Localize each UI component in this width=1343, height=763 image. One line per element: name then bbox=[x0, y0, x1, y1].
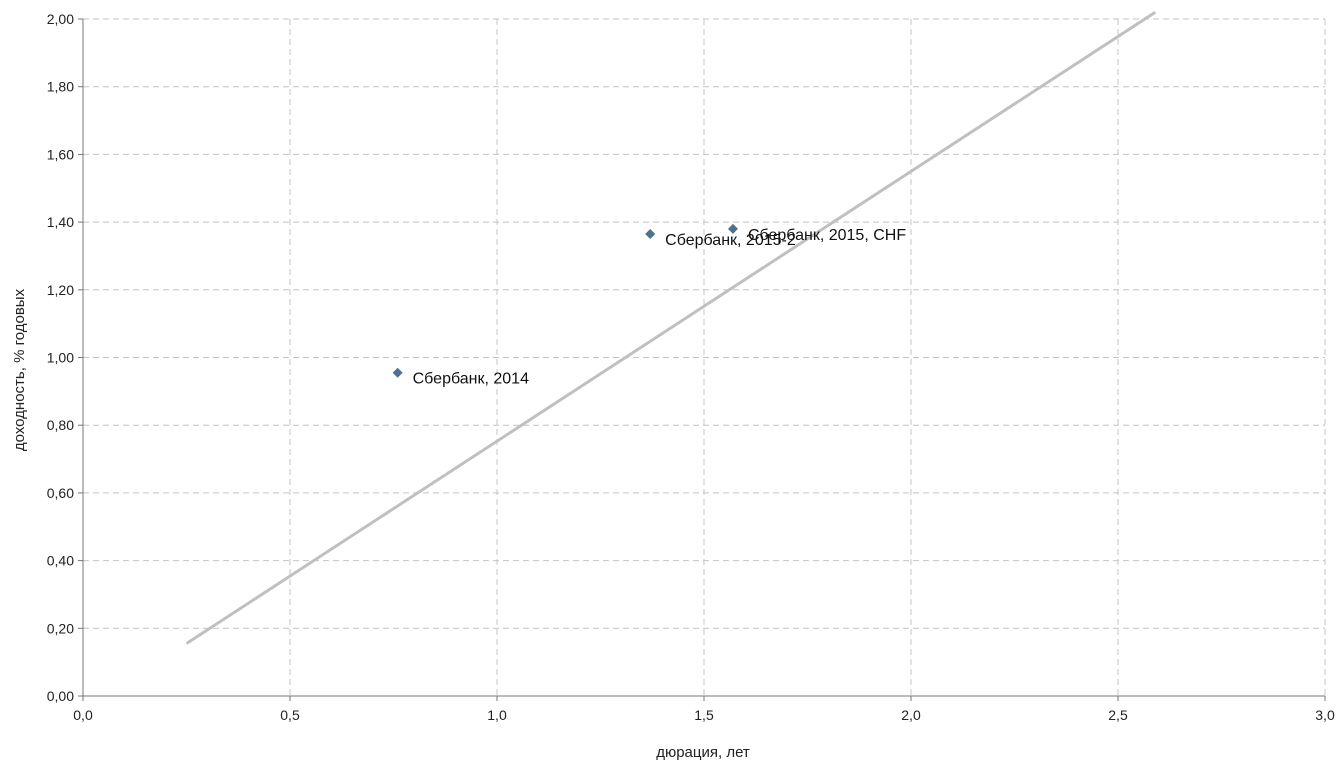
x-tick-labels: 0,0 0,5 1,0 1,5 2,0 2,5 3,0 bbox=[73, 707, 1335, 723]
y-tick-label: 0,00 bbox=[47, 688, 74, 704]
x-tick-label: 3,0 bbox=[1315, 707, 1335, 723]
y-tick-label: 0,20 bbox=[47, 620, 74, 636]
grid bbox=[83, 18, 1326, 696]
data-point-label: Сбербанк, 2014 bbox=[413, 371, 529, 388]
x-tick-label: 0,0 bbox=[73, 707, 93, 723]
y-tick-label: 1,40 bbox=[47, 214, 74, 230]
y-tick-label: 1,20 bbox=[47, 282, 74, 298]
data-point-marker bbox=[392, 367, 403, 378]
y-tick-label: 1,80 bbox=[47, 79, 74, 95]
y-tick-label: 2,00 bbox=[47, 11, 74, 27]
y-tick-label: 0,40 bbox=[47, 553, 74, 569]
point-labels: Сбербанк, 2014 Сбербанк, 2015-2Сбербанк, … bbox=[413, 227, 907, 388]
y-tick-label: 0,60 bbox=[47, 485, 74, 501]
data-point-marker bbox=[645, 228, 656, 239]
data-point-label: Сбербанк, 2015-2 bbox=[665, 232, 796, 249]
y-tick-label: 1,00 bbox=[47, 350, 74, 366]
data-point-label: Сбербанк, 2015, CHF bbox=[748, 227, 906, 244]
data-points bbox=[392, 223, 738, 378]
data-point-marker bbox=[727, 223, 738, 234]
y-axis-title: доходность, % годовых bbox=[11, 288, 28, 451]
x-axis-title: дюрация, лет bbox=[656, 744, 750, 761]
y-tick-label: 1,60 bbox=[47, 146, 74, 162]
x-tick-label: 1,0 bbox=[487, 707, 507, 723]
y-tick-labels: 0,00 0,20 0,40 0,60 0,80 1,00 1,20 1,40 1,60 1,80… bbox=[47, 11, 74, 704]
trendline bbox=[185, 10, 1157, 645]
axes bbox=[78, 18, 1326, 701]
x-tick-label: 2,0 bbox=[901, 707, 921, 723]
x-tick-label: 1,5 bbox=[694, 707, 714, 723]
trendline-layer bbox=[185, 10, 1157, 645]
x-tick-label: 2,5 bbox=[1108, 707, 1128, 723]
y-tick-label: 0,80 bbox=[47, 417, 74, 433]
x-tick-label: 0,5 bbox=[280, 707, 300, 723]
